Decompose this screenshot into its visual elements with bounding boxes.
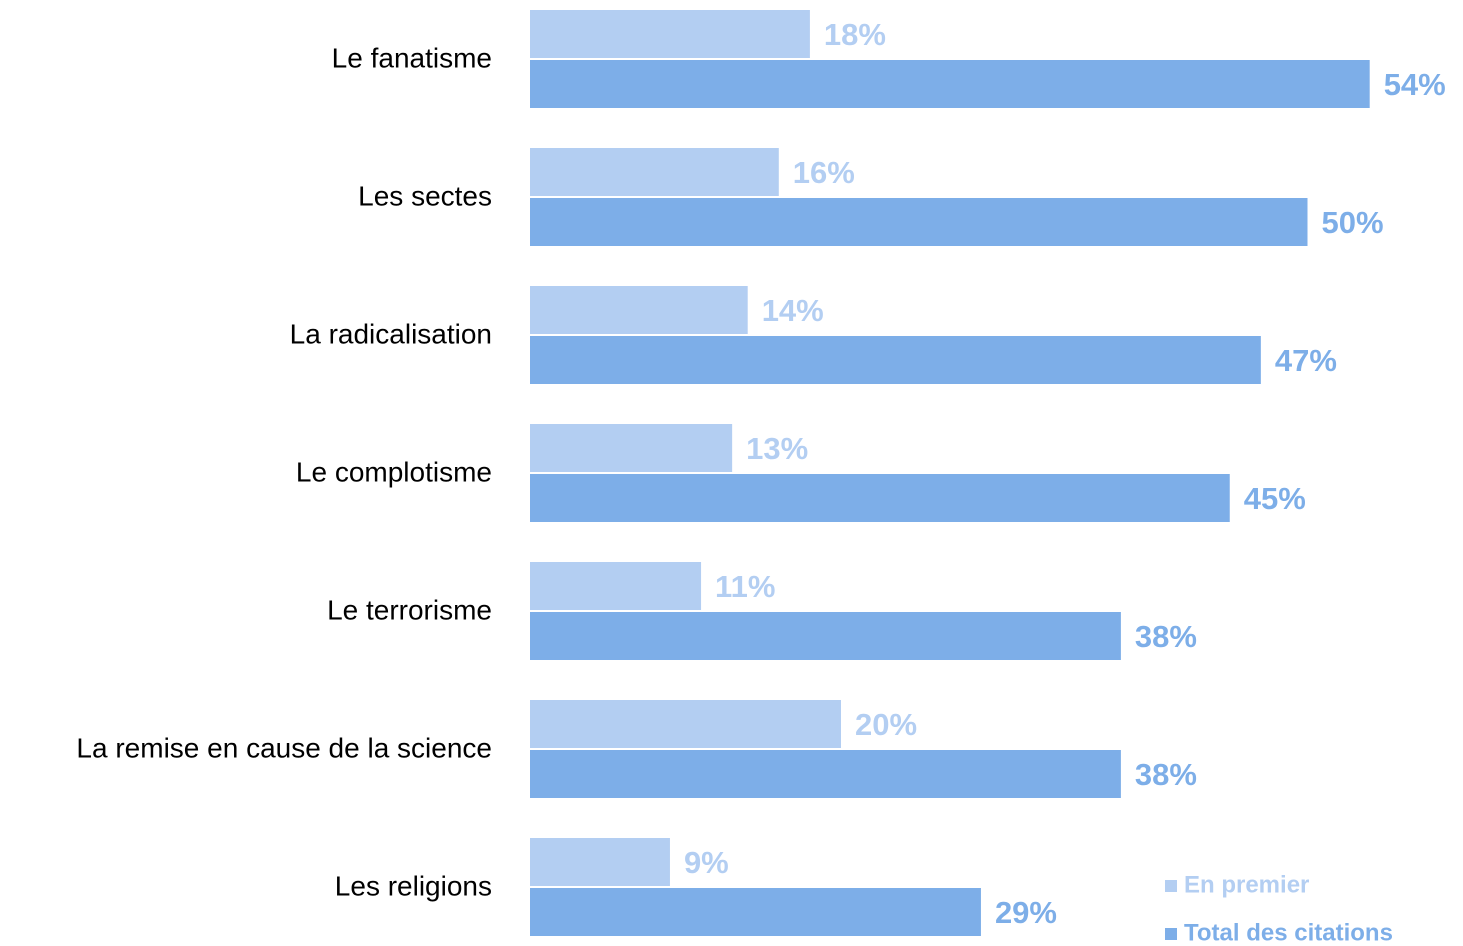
legend-swatch — [1165, 880, 1177, 892]
data-label: 47% — [1275, 343, 1337, 378]
data-label: 38% — [1135, 619, 1197, 654]
bar — [530, 700, 841, 748]
bar — [530, 10, 810, 58]
data-label: 11% — [715, 569, 775, 604]
category-label: Les religions — [335, 870, 492, 901]
category-label: Le complotisme — [296, 456, 492, 487]
data-label: 29% — [995, 895, 1057, 930]
bar — [530, 612, 1121, 660]
data-label: 18% — [824, 17, 886, 52]
category-label: Les sectes — [358, 180, 492, 211]
bar — [530, 424, 733, 472]
bar — [530, 888, 981, 936]
data-label: 14% — [762, 293, 824, 328]
bar — [530, 750, 1121, 798]
legend-label: En premier — [1184, 871, 1309, 898]
data-label: 50% — [1322, 205, 1384, 240]
bar — [530, 148, 779, 196]
bar — [530, 60, 1370, 108]
data-label: 38% — [1135, 757, 1197, 792]
category-label: La radicalisation — [290, 318, 492, 349]
bar — [530, 198, 1308, 246]
bar — [530, 562, 702, 610]
data-label: 16% — [793, 155, 855, 190]
category-label: Le fanatisme — [332, 42, 492, 73]
legend-label: Total des citations — [1184, 919, 1393, 946]
bar — [530, 838, 670, 886]
bar — [530, 336, 1261, 384]
bar — [530, 474, 1230, 522]
data-label: 9% — [684, 845, 729, 880]
data-label: 13% — [746, 431, 808, 466]
data-label: 45% — [1244, 481, 1306, 516]
category-label: Le terrorisme — [327, 594, 492, 625]
data-label: 20% — [855, 707, 917, 742]
data-label: 54% — [1384, 67, 1446, 102]
bar — [530, 286, 748, 334]
category-label: La remise en cause de la science — [76, 732, 492, 763]
legend-swatch — [1165, 928, 1177, 940]
